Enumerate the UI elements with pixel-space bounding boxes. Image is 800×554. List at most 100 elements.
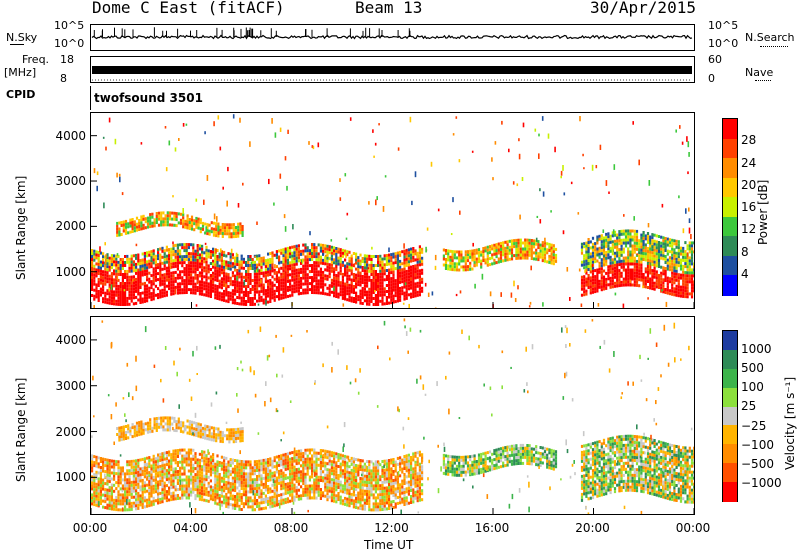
- range-cell: [194, 458, 197, 462]
- range-cell: [289, 249, 292, 253]
- range-cell: [106, 292, 109, 296]
- range-cell: [282, 471, 285, 475]
- range-cell: [412, 256, 415, 259]
- range-cell: [148, 280, 151, 284]
- range-cell: [602, 239, 606, 243]
- range-cell: [363, 278, 366, 282]
- range-cell: [644, 243, 647, 247]
- range-cell: [256, 478, 259, 481]
- range-cell: [216, 475, 219, 479]
- range-cell: [324, 268, 327, 272]
- range-cell: [207, 469, 210, 473]
- range-cell: [598, 261, 601, 265]
- range-cell: [394, 300, 397, 304]
- range-cell: [671, 265, 674, 269]
- range-cell: [249, 255, 252, 258]
- range-cell: [282, 456, 285, 460]
- echo-point: [647, 297, 649, 300]
- range-cell: [119, 502, 122, 506]
- range-cell: [131, 227, 134, 230]
- range-cell: [651, 269, 654, 273]
- range-cell: [128, 460, 131, 464]
- range-cell: [510, 242, 514, 246]
- echo-point: [661, 289, 663, 292]
- echo-point: [518, 153, 521, 160]
- range-cell: [162, 217, 165, 221]
- range-cell: [251, 300, 254, 303]
- range-cell: [234, 480, 237, 483]
- range-cell: [598, 249, 601, 253]
- range-cell: [469, 261, 472, 265]
- range-cell: [131, 218, 134, 221]
- range-cell: [157, 495, 160, 499]
- range-cell: [618, 260, 621, 264]
- range-cell: [651, 236, 654, 240]
- range-cell: [181, 460, 184, 464]
- range-cell: [486, 257, 489, 261]
- range-cell: [609, 276, 612, 280]
- range-cell: [388, 268, 391, 272]
- range-cell: [161, 500, 164, 504]
- range-cell: [337, 280, 340, 284]
- range-cell: [128, 293, 131, 297]
- range-cell: [374, 276, 377, 279]
- range-cell: [357, 298, 360, 302]
- range-cell: [418, 260, 421, 264]
- range-cell: [471, 258, 474, 262]
- range-cell: [219, 228, 222, 232]
- data-region: [91, 243, 424, 306]
- range-cell: [339, 284, 342, 288]
- range-cell: [176, 276, 179, 280]
- range-cell: [322, 285, 325, 289]
- range-cell: [234, 483, 237, 486]
- echo-point: [116, 294, 118, 297]
- range-cell: [208, 232, 211, 236]
- range-cell: [585, 250, 588, 254]
- range-cell: [229, 261, 232, 265]
- range-cell: [172, 262, 175, 266]
- range-cell: [616, 266, 619, 270]
- range-cell: [141, 457, 144, 461]
- range-cell: [183, 285, 186, 289]
- range-cell: [165, 454, 168, 458]
- range-cell: [116, 224, 119, 228]
- range-cell: [594, 269, 597, 273]
- range-cell: [333, 294, 336, 298]
- range-cell: [480, 262, 483, 266]
- range-cell: [104, 297, 107, 301]
- range-cell: [640, 260, 643, 264]
- range-cell: [223, 477, 226, 481]
- range-cell: [223, 483, 226, 487]
- range-cell: [295, 277, 298, 281]
- range-cell: [361, 275, 364, 278]
- range-cell: [185, 490, 188, 494]
- range-cell: [278, 282, 281, 286]
- range-cell: [174, 261, 177, 265]
- range-cell: [302, 249, 305, 253]
- range-cell: [121, 469, 124, 473]
- range-cell: [488, 257, 492, 261]
- range-cell: [217, 222, 220, 226]
- range-cell: [497, 251, 500, 255]
- range-cell: [405, 287, 408, 291]
- range-cell: [300, 279, 303, 283]
- range-cell: [278, 291, 281, 295]
- range-cell: [306, 258, 309, 262]
- range-cell: [469, 267, 472, 271]
- range-cell: [187, 273, 190, 277]
- range-cell: [117, 466, 120, 470]
- range-cell: [214, 468, 217, 472]
- range-cell: [115, 481, 118, 485]
- range-cell: [335, 262, 338, 265]
- range-cell: [150, 476, 153, 480]
- range-cell: [187, 288, 190, 292]
- range-cell: [227, 499, 230, 503]
- range-cell: [159, 277, 162, 281]
- range-cell: [176, 252, 179, 256]
- range-cell: [657, 247, 661, 250]
- range-cell: [497, 248, 500, 252]
- echo-point: [688, 152, 690, 157]
- range-cell: [251, 502, 254, 506]
- range-cell: [216, 264, 219, 267]
- range-cell: [502, 259, 505, 263]
